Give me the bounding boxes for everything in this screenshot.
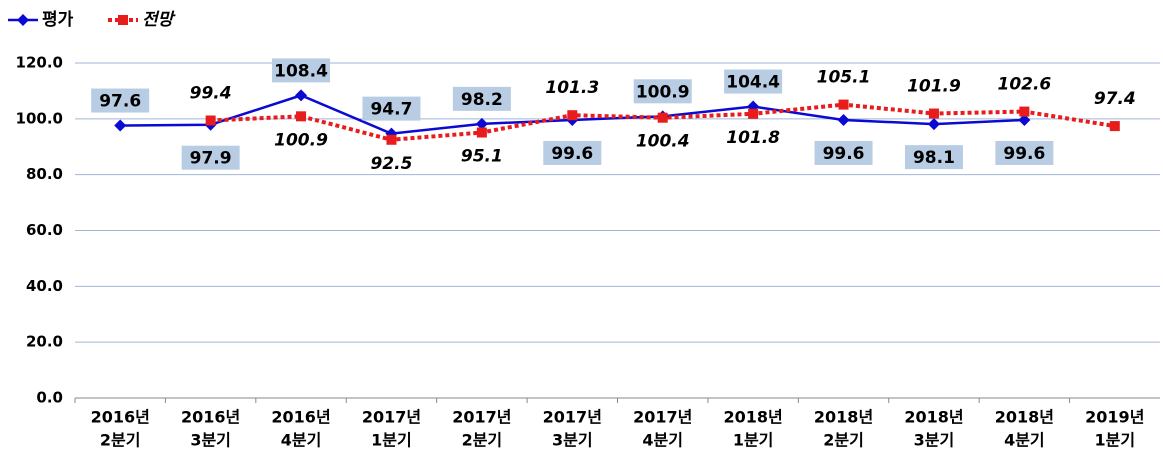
- y-tick-label: 120.0: [16, 54, 63, 72]
- data-label: 98.1: [913, 148, 955, 168]
- x-tick-label: 3분기: [914, 431, 955, 450]
- label-box: [91, 88, 150, 113]
- point: [386, 134, 397, 145]
- point: [928, 108, 939, 119]
- point: [567, 110, 578, 121]
- x-tick-label: 4분기: [1004, 431, 1045, 450]
- label-box: [543, 140, 602, 165]
- legend-label: 전망: [142, 10, 177, 30]
- y-tick-label: 80.0: [26, 165, 63, 183]
- label-box: [995, 140, 1054, 165]
- data-label: 101.9: [907, 77, 961, 97]
- x-tick-label: 3분기: [552, 431, 593, 450]
- label-box: [724, 69, 783, 94]
- data-label: 108.4: [274, 61, 328, 81]
- y-tick-label: 20.0: [26, 333, 63, 351]
- data-label: 104.4: [726, 73, 780, 93]
- x-tick-label: 2019년: [1085, 408, 1144, 427]
- data-label: 100.9: [636, 82, 690, 102]
- point: [927, 118, 940, 131]
- data-label: 99.4: [190, 84, 232, 104]
- x-tick-label: 2017년: [452, 408, 511, 427]
- point: [1019, 106, 1030, 117]
- point: [1109, 121, 1120, 132]
- x-tick-label: 2018년: [995, 408, 1054, 427]
- data-label: 97.4: [1094, 89, 1136, 109]
- point: [295, 89, 308, 102]
- point: [17, 14, 29, 26]
- data-label: 100.9: [274, 130, 328, 150]
- label-box: [362, 96, 421, 121]
- data-label: 92.5: [370, 154, 412, 174]
- x-tick-label: 2분기: [823, 431, 864, 450]
- point: [476, 127, 487, 138]
- data-label: 101.3: [545, 78, 599, 98]
- data-label: 105.1: [817, 68, 871, 88]
- data-label: 99.6: [823, 144, 865, 164]
- x-tick-label: 3분기: [190, 431, 231, 450]
- legend-label: 평가: [42, 10, 74, 30]
- x-tick-label: 2017년: [633, 408, 692, 427]
- point: [1018, 113, 1031, 126]
- x-tick-label: 2018년: [904, 408, 963, 427]
- point: [838, 99, 849, 110]
- data-label: 100.4: [636, 132, 690, 152]
- x-tick-label: 2017년: [543, 408, 602, 427]
- x-tick-label: 4분기: [281, 431, 322, 450]
- data-label: 95.1: [461, 147, 503, 167]
- point: [296, 111, 307, 122]
- point: [657, 112, 668, 123]
- label-box: [814, 140, 873, 165]
- x-tick-label: 2017년: [362, 408, 421, 427]
- data-label: 101.8: [726, 128, 780, 148]
- point: [118, 15, 128, 25]
- data-label: 102.6: [997, 75, 1051, 95]
- data-label: 99.6: [551, 144, 593, 164]
- point: [205, 115, 216, 126]
- label-box: [272, 58, 331, 83]
- x-tick-label: 1분기: [371, 431, 412, 450]
- x-tick-label: 2016년: [181, 408, 240, 427]
- label-box: [633, 79, 692, 104]
- point: [837, 113, 850, 126]
- x-tick-label: 2분기: [100, 431, 141, 450]
- x-tick-label: 2018년: [814, 408, 873, 427]
- x-tick-label: 2018년: [723, 408, 782, 427]
- label-box: [452, 86, 511, 111]
- data-label: 97.6: [99, 92, 141, 112]
- point: [475, 117, 488, 130]
- x-tick-label: 1분기: [733, 431, 774, 450]
- y-tick-label: 60.0: [26, 221, 63, 239]
- y-tick-label: 40.0: [26, 277, 63, 295]
- x-tick-label: 4분기: [642, 431, 683, 450]
- x-tick-label: 2분기: [462, 431, 503, 450]
- x-tick-label: 2016년: [91, 408, 150, 427]
- data-label: 99.6: [1003, 144, 1045, 164]
- point: [114, 119, 127, 132]
- y-tick-label: 100.0: [16, 109, 63, 127]
- x-tick-label: 1분기: [1095, 431, 1136, 450]
- label-box: [181, 145, 240, 170]
- point: [748, 108, 759, 119]
- x-tick-label: 2016년: [271, 408, 330, 427]
- data-label: 98.2: [461, 90, 503, 110]
- label-box: [904, 145, 963, 170]
- data-label: 94.7: [370, 100, 412, 120]
- data-label: 97.9: [190, 149, 232, 169]
- y-tick-label: 0.0: [36, 389, 63, 407]
